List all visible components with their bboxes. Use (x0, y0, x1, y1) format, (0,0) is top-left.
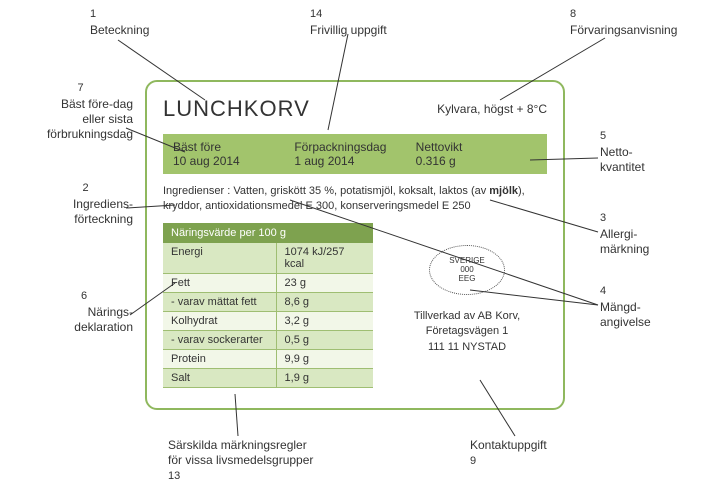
nutrition-row: Energi1074 kJ/257 kcal (163, 243, 373, 274)
nutrition-label: Kolhydrat (163, 312, 277, 330)
callout-4-text: Mängd- angivelse (600, 300, 651, 329)
callout-7-num: 7 (28, 82, 133, 96)
callout-2: 2 Ingrediens- förteckning (38, 182, 133, 227)
title-row: LUNCHKORV Kylvara, högst + 8°C (163, 96, 547, 122)
callout-2-text: Ingrediens- förteckning (73, 197, 133, 226)
nutrition-row: Kolhydrat3,2 g (163, 312, 373, 331)
label-right-side: SVERIGE 000 EEG Tillverkad av AB Korv, F… (387, 223, 547, 388)
callout-13-num: 13 (168, 470, 313, 484)
allergen: mjölk (489, 185, 518, 197)
net-weight-col: Nettovikt 0.316 g (416, 140, 537, 168)
callout-9-text: Kontaktuppgift (470, 438, 547, 452)
callout-14-text: Frivillig uppgift (310, 23, 387, 37)
pack-date-label: Förpackningsdag (294, 140, 415, 154)
ingredients-text: Ingredienser : Vatten, griskött 35 %, po… (163, 184, 547, 215)
callout-8-num: 8 (570, 8, 677, 22)
callout-7-text: Bäst före-dag eller sista förbrukningsda… (47, 97, 133, 141)
nutrition-label: Salt (163, 369, 277, 387)
approval-oval: SVERIGE 000 EEG (429, 245, 505, 295)
callout-6: 6 Närings- deklaration (35, 290, 133, 335)
best-before-col: Bäst före 10 aug 2014 (173, 140, 294, 168)
nutrition-value: 3,2 g (277, 312, 373, 330)
oval-line1: SVERIGE (449, 256, 485, 265)
callout-6-text: Närings- deklaration (74, 305, 133, 334)
callout-13-text: Särskilda märkningsregler för vissa livs… (168, 438, 313, 467)
callout-9-num: 9 (470, 455, 547, 469)
nutrition-value: 23 g (277, 274, 373, 292)
callout-3-num: 3 (600, 212, 649, 226)
callout-5-num: 5 (600, 130, 645, 144)
callout-6-num: 6 (35, 290, 133, 304)
nutrition-row: Fett23 g (163, 274, 373, 293)
best-before-value: 10 aug 2014 (173, 154, 294, 168)
callout-5-text: Netto- kvantitet (600, 145, 645, 174)
callout-8: 8 Förvaringsanvisning (570, 8, 677, 38)
lower-section: Näringsvärde per 100 g Energi1074 kJ/257… (163, 223, 547, 388)
nutrition-label: Fett (163, 274, 277, 292)
nutrition-row: - varav sockerarter0,5 g (163, 331, 373, 350)
info-bar: Bäst före 10 aug 2014 Förpackningsdag 1 … (163, 134, 547, 174)
callout-5: 5 Netto- kvantitet (600, 130, 645, 175)
best-before-label: Bäst före (173, 140, 294, 154)
pack-date-col: Förpackningsdag 1 aug 2014 (294, 140, 415, 168)
food-label-box: LUNCHKORV Kylvara, högst + 8°C Bäst före… (145, 80, 565, 410)
callout-1: 1 Beteckning (90, 8, 149, 38)
callout-2-num: 2 (38, 182, 133, 196)
storage-instruction: Kylvara, högst + 8°C (437, 102, 547, 116)
nutrition-label: Protein (163, 350, 277, 368)
nutrition-label: - varav sockerarter (163, 331, 277, 349)
ingredients-prefix: Ingredienser : Vatten, griskött 35 %, po… (163, 185, 489, 197)
nutrition-value: 9,9 g (277, 350, 373, 368)
contact-line2: Företagsvägen 1 (414, 324, 520, 339)
callout-14: 14 Frivillig uppgift (310, 8, 387, 38)
callout-3-text: Allergi- märkning (600, 227, 649, 256)
callout-1-num: 1 (90, 8, 149, 22)
pack-date-value: 1 aug 2014 (294, 154, 415, 168)
nutrition-label: Energi (163, 243, 277, 273)
product-title: LUNCHKORV (163, 96, 310, 122)
nutrition-header: Näringsvärde per 100 g (163, 223, 373, 243)
callout-3: 3 Allergi- märkning (600, 212, 649, 257)
callout-14-num: 14 (310, 8, 387, 22)
callout-8-text: Förvaringsanvisning (570, 23, 677, 37)
nutrition-value: 8,6 g (277, 293, 373, 311)
oval-line3: EEG (459, 274, 476, 283)
callout-9: Kontaktuppgift 9 (470, 438, 547, 470)
callout-4: 4 Mängd- angivelse (600, 285, 651, 330)
contact-line3: 111 11 NYSTAD (414, 340, 520, 355)
callout-1-text: Beteckning (90, 23, 149, 37)
nutrition-value: 1074 kJ/257 kcal (277, 243, 373, 273)
nutrition-body: Energi1074 kJ/257 kcalFett23 g- varav mä… (163, 243, 373, 388)
contact-info: Tillverkad av AB Korv, Företagsvägen 1 1… (414, 309, 520, 355)
oval-line2: 000 (460, 265, 473, 274)
nutrition-row: - varav mättat fett8,6 g (163, 293, 373, 312)
callout-4-num: 4 (600, 285, 651, 299)
net-weight-value: 0.316 g (416, 154, 537, 168)
nutrition-value: 0,5 g (277, 331, 373, 349)
net-weight-label: Nettovikt (416, 140, 537, 154)
callout-7: 7 Bäst före-dag eller sista förbruknings… (28, 82, 133, 142)
nutrition-value: 1,9 g (277, 369, 373, 387)
contact-line1: Tillverkad av AB Korv, (414, 309, 520, 324)
nutrition-row: Protein9,9 g (163, 350, 373, 369)
nutrition-row: Salt1,9 g (163, 369, 373, 388)
nutrition-label: - varav mättat fett (163, 293, 277, 311)
nutrition-table: Näringsvärde per 100 g Energi1074 kJ/257… (163, 223, 373, 388)
callout-13: Särskilda märkningsregler för vissa livs… (168, 438, 313, 485)
